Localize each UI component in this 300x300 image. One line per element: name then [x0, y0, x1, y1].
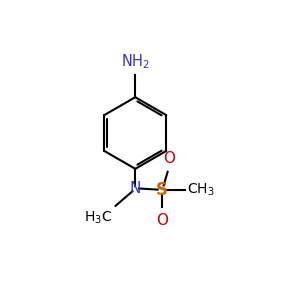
Text: O: O: [163, 151, 175, 166]
Text: CH$_3$: CH$_3$: [187, 182, 215, 198]
Text: N: N: [130, 181, 141, 196]
Text: O: O: [156, 213, 168, 228]
Text: H$_3$C: H$_3$C: [84, 209, 112, 226]
Text: NH$_2$: NH$_2$: [121, 52, 150, 71]
Text: S: S: [156, 181, 168, 199]
